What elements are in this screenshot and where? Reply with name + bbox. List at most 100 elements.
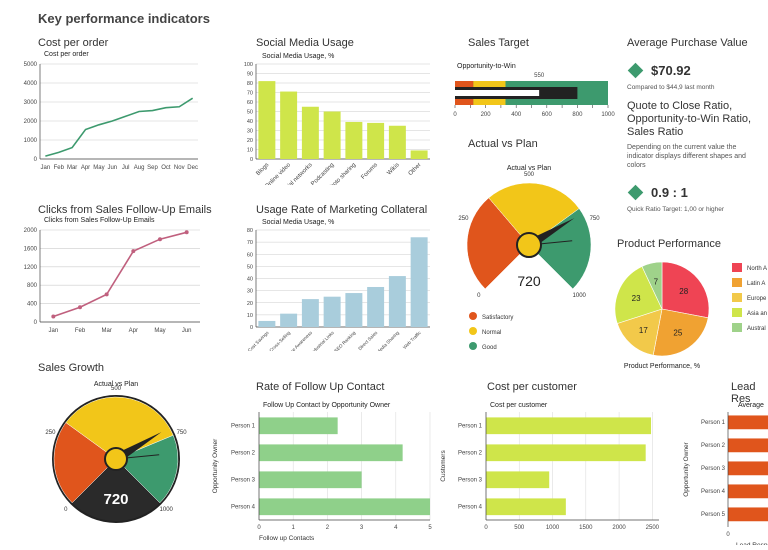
bar (323, 111, 341, 159)
bar (728, 484, 768, 499)
y-tick-label: 30 (247, 289, 253, 295)
slice-data-label: 28 (679, 287, 688, 296)
x-tick-label: 4 (394, 525, 398, 531)
y-tick-label: 2000 (24, 119, 38, 125)
x-tick-label: Podcasting (310, 162, 335, 185)
y-tick-label: 50 (247, 110, 253, 116)
legend-marker (469, 312, 477, 320)
slice-data-label: 23 (632, 294, 641, 303)
gauge-band (488, 182, 580, 246)
y-tick-label: 800 (27, 283, 38, 289)
gauge-tick-label: 1000 (160, 507, 174, 513)
x-tick-label: 5 (428, 525, 432, 531)
y-tick-label: 40 (247, 277, 253, 283)
y-tick-label: Person 4 (458, 505, 483, 511)
y-tick-label: 0 (250, 325, 253, 331)
y-tick-label: 2000 (24, 228, 38, 234)
y-tick-label: 400 (27, 302, 38, 308)
gauge-band (466, 197, 530, 290)
y-tick-label: 1000 (24, 138, 38, 144)
bar (367, 122, 385, 159)
gauge-lower-segment (72, 459, 160, 521)
bar (728, 461, 768, 476)
chart-title: Opportunity-to-Win (457, 63, 516, 70)
page-title: Key performance indicators (38, 11, 210, 26)
y-tick-label: Person 3 (701, 466, 726, 472)
value-marker-label: 550 (534, 73, 545, 79)
x-tick-label: 0 (484, 525, 488, 531)
lead-response-chart: Average Person 1 Person 2 Person 3 Person 4 P… (683, 402, 768, 545)
x-tick-label: Web Traffic (402, 330, 422, 350)
chart-title: Social Media Usage, % (262, 219, 334, 226)
bar (728, 438, 768, 453)
bar (486, 444, 646, 462)
y-tick-label: Person 3 (231, 478, 256, 484)
y-axis-label: Opportunity Owner (212, 438, 219, 493)
y-tick-label: 70 (247, 240, 253, 246)
sales-target-chart: Opportunity-to-Win 550 0 200 400 600 800 1000 (453, 63, 615, 118)
panel-title-product-performance: Product Performance (617, 238, 721, 250)
x-tick-label: Apr (81, 165, 90, 171)
series-line (53, 231, 187, 318)
y-axis-label: Opportunity Owner (683, 441, 690, 496)
gauge-band (115, 434, 179, 504)
product-performance-chart: 28 25 17 23 7 Product Performance, % North A La… (614, 261, 767, 370)
x-tick-label: 0 (453, 112, 457, 118)
data-point (51, 314, 56, 319)
x-tick-label: Mar (101, 328, 111, 334)
ratio-target: Quick Ratio Target: 1,00 or higher (627, 206, 725, 213)
gauge-hub (104, 447, 128, 471)
y-tick-label: Person 2 (458, 451, 483, 457)
pie-slice (614, 266, 663, 324)
x-tick-label: SEO Ranking (333, 330, 357, 351)
y-tick-label: 5000 (24, 62, 38, 68)
gauge-tick-label: 1000 (573, 293, 587, 299)
bar (259, 471, 362, 489)
y-tick-label: 80 (247, 81, 253, 87)
x-tick-label: 1000 (601, 112, 615, 118)
x-tick-label: 2 (326, 525, 330, 531)
x-tick-label: 1 (292, 525, 296, 531)
y-tick-label: Person 3 (458, 478, 483, 484)
legend-swatch (732, 278, 742, 287)
y-tick-label: Person 1 (231, 424, 256, 430)
bar (486, 498, 566, 516)
x-tick-label: Feb (54, 165, 65, 171)
gauge-hub (516, 232, 542, 258)
sales-growth-gauge: Actual vs Plan 0 250 500 750 1000 720 (45, 381, 187, 523)
y-tick-label: 20 (247, 138, 253, 144)
ratio-kpi: 0.9 : 1 (627, 184, 688, 201)
y-tick-label: Person 1 (458, 424, 483, 430)
gauge-value: 720 (517, 273, 541, 289)
diamond-indicator-icon (627, 62, 644, 79)
x-tick-label: 2500 (646, 525, 660, 531)
bar (280, 91, 298, 159)
panel-title-sales-growth: Sales Growth (38, 362, 105, 374)
bar (301, 106, 319, 159)
gauge-tick-label: 500 (524, 172, 535, 178)
x-tick-label: Forums (360, 162, 379, 181)
chart-title: Average (738, 402, 764, 409)
y-tick-label: Person 5 (701, 512, 726, 518)
gauge-band (65, 396, 174, 460)
pie-slice (641, 261, 663, 310)
legend-marker (469, 327, 477, 335)
x-tick-label: 1000 (546, 525, 560, 531)
cost-per-order-chart: Cost per order 0 1000 2000 3000 4000 5000 Jan Fe… (24, 51, 198, 171)
data-point (158, 237, 162, 242)
y-tick-label: 80 (247, 228, 253, 234)
panel-title-lead-response: Lead Res (731, 381, 756, 405)
chart-title: Follow Up Contact by Opportunity Owner (263, 402, 391, 409)
x-tick-label: Jan (41, 165, 51, 171)
bar (486, 471, 550, 489)
collateral-chart: Social Media Usage, % 0 10 20 30 40 50 60 70 80 Co… (247, 219, 430, 351)
y-tick-label: 4000 (24, 81, 38, 87)
bar (388, 276, 406, 327)
chart-title: Cost per order (44, 51, 89, 58)
x-tick-label: 600 (542, 112, 553, 118)
chart-title: Actual vs Plan (507, 165, 551, 172)
x-tick-label: 1500 (579, 525, 593, 531)
panel-title-clicks: Clicks from Sales Follow-Up Emails (38, 204, 212, 216)
panel-title-cost-per-order: Cost per order (38, 37, 109, 49)
x-tick-label: Industrial Links (310, 330, 336, 351)
